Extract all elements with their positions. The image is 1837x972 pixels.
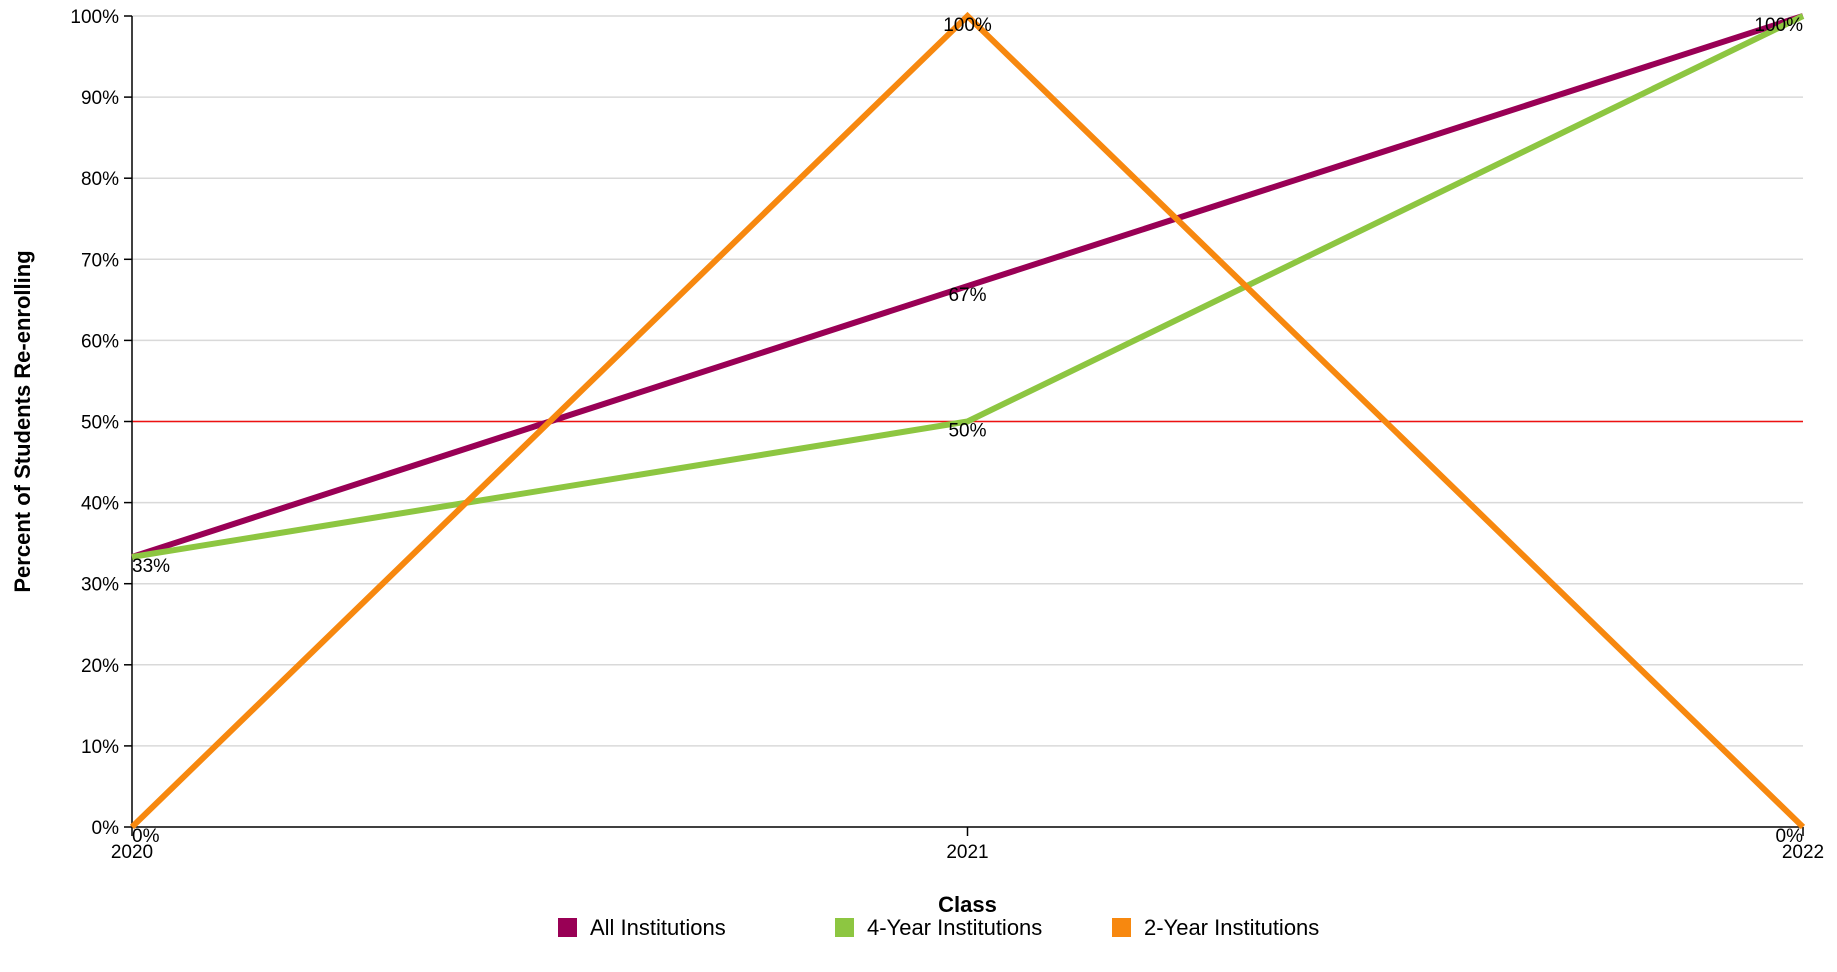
legend-label: 4-Year Institutions [867, 915, 1042, 940]
data-label: 100% [1754, 15, 1803, 36]
data-label: 100% [943, 15, 992, 36]
legend-label: All Institutions [590, 915, 726, 940]
legend-swatch [835, 918, 854, 937]
x-tick-label: 2021 [946, 842, 988, 863]
y-tick-label: 40% [81, 494, 119, 515]
data-label: 50% [948, 421, 986, 442]
data-label: 0% [1776, 826, 1804, 847]
data-label: 33% [132, 556, 170, 577]
x-tick-label: 2020 [111, 842, 153, 863]
data-label: 0% [132, 826, 160, 847]
x-axis-title: Class [938, 892, 997, 917]
legend: All Institutions 4-Year Institutions 2-Yea… [558, 915, 1319, 940]
y-tick-label: 20% [81, 656, 119, 677]
y-tick-label: 60% [81, 331, 119, 352]
y-tick-label: 0% [92, 818, 120, 839]
series-line-3 [129, 11, 1806, 830]
y-tick-label: 30% [81, 575, 119, 596]
series-line-1 [131, 13, 1804, 560]
x-tick-label: 2022 [1782, 842, 1824, 863]
series-lines [129, 11, 1806, 830]
y-tick-label: 10% [81, 737, 119, 758]
axes: 0% 10% 20% 30% 40% 50% 60% 70% 80% 90% 100% 2020 202… [70, 7, 1824, 863]
legend-swatch [1112, 918, 1131, 937]
data-labels: 67% 33% 50% 100% 0% 100% 0% [132, 15, 1803, 847]
y-tick-label: 100% [70, 7, 119, 28]
y-tick-label: 80% [81, 169, 119, 190]
legend-swatch [558, 918, 577, 937]
y-axis-title: Percent of Students Re-enrolling [10, 250, 35, 592]
y-tick-label: 70% [81, 250, 119, 271]
series-line-2 [131, 13, 1805, 560]
gridlines [132, 15, 1803, 747]
y-tick-label: 90% [81, 88, 119, 109]
data-label: 67% [948, 285, 986, 306]
legend-label: 2-Year Institutions [1144, 915, 1319, 940]
y-tick-label: 50% [81, 413, 119, 434]
